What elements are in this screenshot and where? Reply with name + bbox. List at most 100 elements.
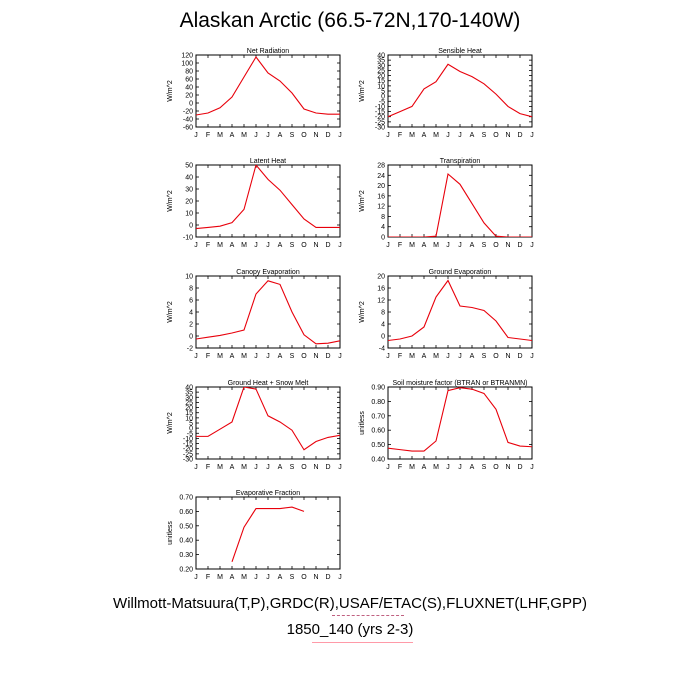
y-tick-label: 120 (181, 53, 193, 60)
y-tick-label: 12 (377, 204, 385, 211)
x-tick-label: J (194, 464, 198, 471)
x-tick-label: O (301, 353, 307, 360)
y-axis-label: W/m^2 (167, 80, 174, 102)
plot-frame (387, 275, 533, 349)
x-tick-label: M (433, 242, 439, 249)
y-tick-label: -20 (375, 114, 385, 121)
x-tick-label: F (206, 242, 210, 249)
x-tick-label: N (313, 132, 318, 139)
x-tick-label: S (290, 242, 295, 249)
x-tick-label: J (338, 464, 342, 471)
x-tick-label: J (338, 242, 342, 249)
footer-case-label: 1850_140 (yrs 2-3) (286, 621, 414, 638)
y-tick-label: 0.40 (371, 457, 385, 464)
x-tick-label: D (325, 574, 330, 581)
x-tick-label: A (278, 132, 283, 139)
x-tick-label: M (217, 574, 223, 581)
series-line (388, 279, 532, 342)
y-tick-label: 15 (377, 78, 385, 85)
y-tick-label: 5 (381, 89, 385, 96)
footer-data-sources: Willmott-Matsuura(T,P),GRDC(R),USAF/ETAC… (113, 595, 587, 612)
y-tick-label: 60 (185, 77, 193, 84)
x-tick-label: A (470, 353, 475, 360)
x-tick-label: F (206, 464, 210, 471)
x-tick-label: J (530, 132, 534, 139)
y-tick-label: 8 (381, 214, 385, 221)
x-tick-label: J (194, 132, 198, 139)
y-tick-label: 8 (381, 310, 385, 317)
y-tick-label: 20 (377, 73, 385, 80)
series-line (196, 165, 340, 230)
x-tick-label: S (482, 132, 487, 139)
series-line (231, 506, 305, 562)
y-tick-label: 6 (189, 298, 193, 305)
panel-title: Soil moisture factor (BTRAN or BTRANMN) (393, 380, 528, 387)
y-tick-label: -25 (183, 451, 193, 458)
x-tick-label: A (230, 132, 235, 139)
x-tick-label: A (278, 574, 283, 581)
x-tick-label: O (493, 353, 499, 360)
x-tick-label: M (241, 464, 247, 471)
x-tick-label: J (386, 242, 390, 249)
y-tick-label: -60 (183, 125, 193, 132)
plot-frame (195, 386, 341, 460)
panel-title: Transpiration (440, 158, 481, 165)
y-tick-label: 16 (377, 193, 385, 200)
y-axis-label: unitless (167, 521, 174, 545)
x-tick-label: M (433, 464, 439, 471)
y-tick-label: -10 (375, 104, 385, 111)
x-tick-label: J (254, 353, 258, 360)
x-tick-label: N (313, 242, 318, 249)
x-tick-label: N (505, 132, 510, 139)
y-tick-label: -10 (183, 436, 193, 443)
x-tick-label: A (230, 353, 235, 360)
y-tick-label: 0.60 (179, 509, 193, 516)
plot-frame (195, 496, 341, 570)
x-tick-label: A (278, 464, 283, 471)
x-tick-label: F (206, 132, 210, 139)
series-line (388, 387, 532, 452)
x-tick-label: J (338, 132, 342, 139)
x-tick-label: M (241, 353, 247, 360)
y-tick-label: -5 (379, 99, 385, 106)
y-tick-label: 24 (377, 173, 385, 180)
x-tick-label: J (386, 353, 390, 360)
y-tick-label: 0.30 (179, 552, 193, 559)
x-tick-label: J (194, 574, 198, 581)
x-tick-label: F (206, 353, 210, 360)
panel-title: Evaporative Fraction (236, 490, 300, 497)
footer-dash-separator (332, 615, 404, 616)
y-tick-label: -20 (183, 109, 193, 116)
x-tick-label: M (241, 574, 247, 581)
y-tick-label: 5 (189, 421, 193, 428)
x-tick-label: O (493, 464, 499, 471)
x-tick-label: N (313, 353, 318, 360)
y-axis-label: unitless (359, 411, 366, 435)
y-tick-label: 0 (189, 101, 193, 108)
x-tick-label: A (470, 132, 475, 139)
y-tick-label: 4 (381, 322, 385, 329)
x-tick-label: O (493, 132, 499, 139)
y-tick-label: 0.90 (371, 385, 385, 392)
x-tick-label: M (217, 132, 223, 139)
x-tick-label: J (458, 242, 462, 249)
y-tick-label: 10 (185, 274, 193, 281)
x-tick-label: S (290, 464, 295, 471)
x-tick-label: M (409, 464, 415, 471)
x-tick-label: M (433, 353, 439, 360)
x-tick-label: D (517, 464, 522, 471)
panel-title: Sensible Heat (438, 48, 482, 55)
series-line (388, 63, 532, 118)
x-tick-label: J (254, 464, 258, 471)
y-tick-label: 40 (185, 385, 193, 392)
y-tick-label: 40 (185, 175, 193, 182)
x-tick-label: D (517, 242, 522, 249)
x-tick-label: A (230, 242, 235, 249)
chart-panel: 0.200.300.400.500.600.70J F M A M J J A S O N D JEva… (167, 490, 342, 581)
x-tick-label: J (254, 574, 258, 581)
x-tick-label: S (290, 132, 295, 139)
plot-frame (195, 275, 341, 349)
